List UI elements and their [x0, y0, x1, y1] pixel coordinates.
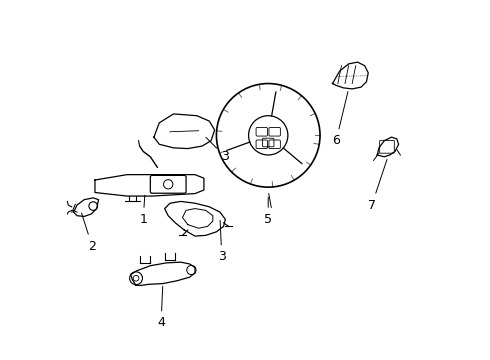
Text: 3: 3 — [206, 137, 229, 163]
Text: 4: 4 — [157, 286, 165, 329]
Text: 7: 7 — [368, 159, 387, 212]
Text: 5: 5 — [264, 197, 272, 226]
Text: 1: 1 — [139, 195, 147, 226]
Text: 3: 3 — [218, 220, 226, 264]
Text: 6: 6 — [332, 91, 348, 147]
Text: 2: 2 — [81, 213, 96, 253]
